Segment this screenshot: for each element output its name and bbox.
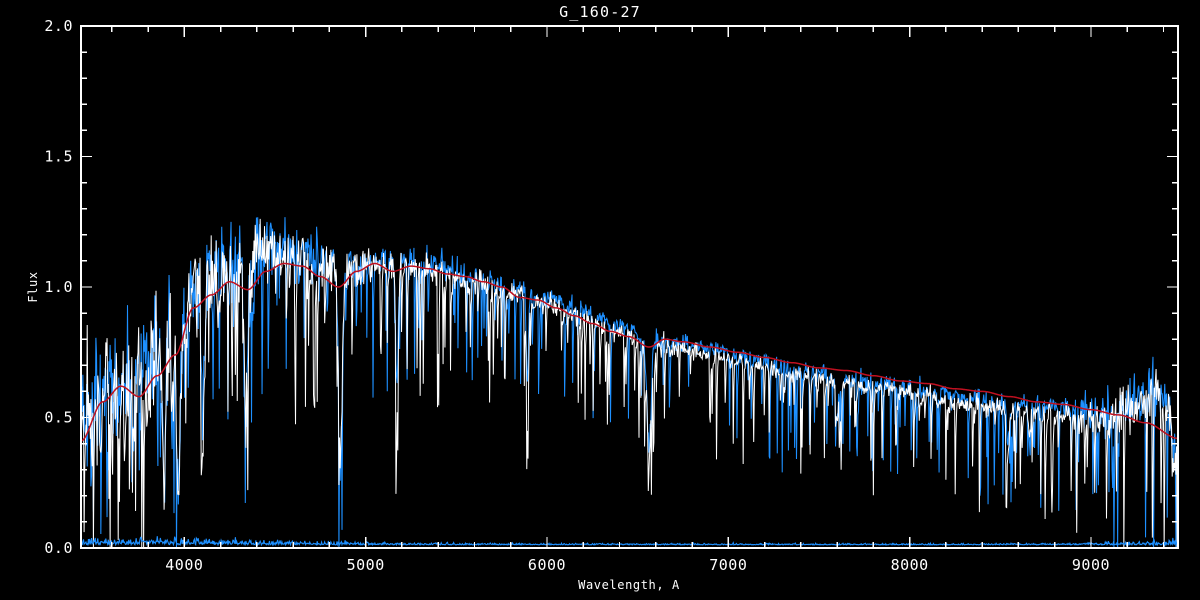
axes-frame: 4000 5000 6000 7000 8000 9000 0.0 0.5 1.0 1.5 2.0 bbox=[44, 17, 1179, 574]
data-series-layer bbox=[80, 217, 1179, 548]
series-model-fit bbox=[80, 262, 1179, 442]
y-tick-label: 0.5 bbox=[44, 409, 73, 427]
series-noise-error-array bbox=[80, 536, 1179, 547]
axis-ticks bbox=[81, 25, 1178, 549]
x-tick-label: 7000 bbox=[709, 556, 747, 574]
y-tick-label: 1.0 bbox=[44, 278, 73, 296]
series-observed-spectrum bbox=[80, 217, 1179, 548]
y-tick-label: 1.5 bbox=[44, 148, 73, 166]
x-tick-label: 4000 bbox=[165, 556, 203, 574]
y-tick-label: 0.0 bbox=[44, 539, 73, 557]
x-tick-label: 6000 bbox=[528, 556, 566, 574]
x-tick-label: 5000 bbox=[347, 556, 385, 574]
x-axis-label: Wavelength, A bbox=[578, 578, 680, 592]
axis-tick-labels: 4000 5000 6000 7000 8000 9000 0.0 0.5 1.0 1.5 2.0 bbox=[44, 17, 1110, 574]
series-alternate-spectrum bbox=[80, 218, 1179, 548]
x-tick-label: 8000 bbox=[891, 556, 929, 574]
y-tick-label: 2.0 bbox=[44, 17, 73, 35]
x-tick-label: 9000 bbox=[1072, 556, 1110, 574]
y-axis-label: Flux bbox=[26, 271, 40, 302]
page-title: G_160-27 bbox=[559, 3, 641, 21]
